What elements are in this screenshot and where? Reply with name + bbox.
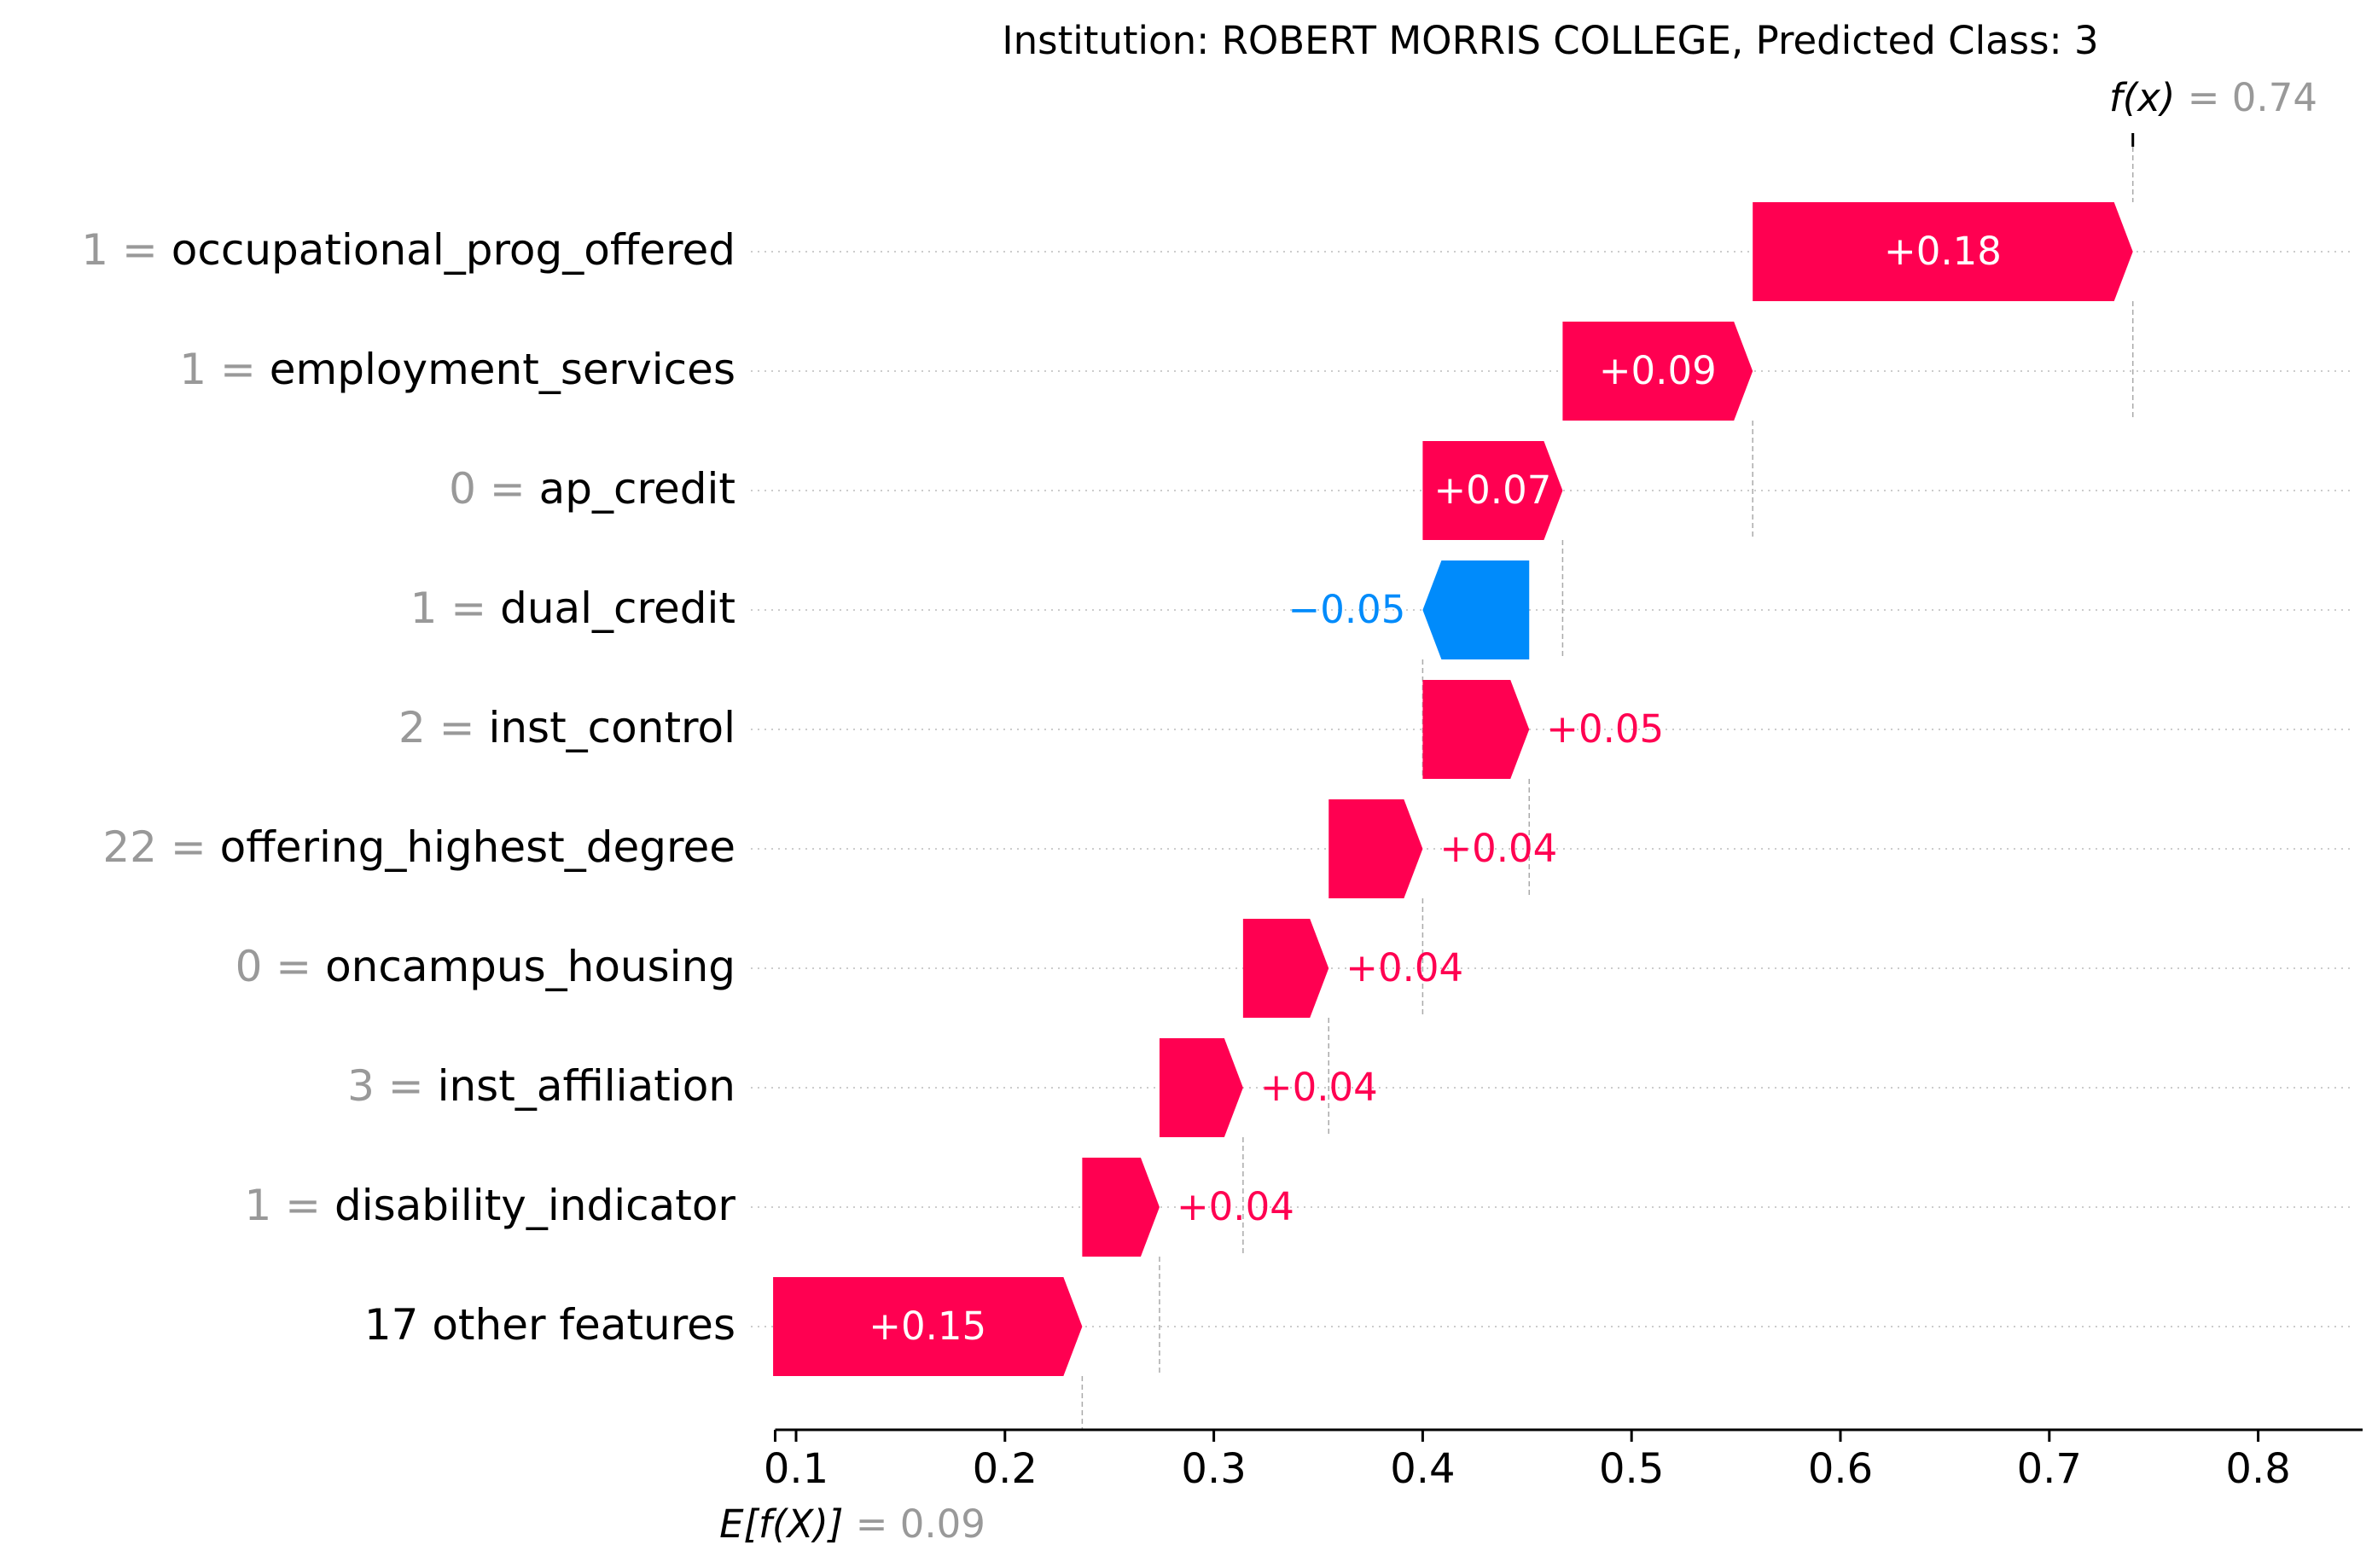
bar-value-label: +0.05 <box>1546 706 1664 752</box>
positive-bar <box>1422 441 1563 540</box>
fx-equals: = <box>2188 75 2232 120</box>
base-value: 0.09 <box>900 1501 985 1547</box>
x-tick-label: 0.4 <box>1390 1445 1455 1493</box>
base-name: E[f(X)] <box>719 1501 843 1547</box>
feature-value: 0 = <box>449 464 539 514</box>
x-tick-label: 0.8 <box>2225 1445 2290 1493</box>
bar-value-label: +0.15 <box>869 1304 986 1349</box>
fx-annotation: f(x) = 0.74 <box>2109 75 2317 147</box>
fx-label: f(x) = 0.74 <box>2109 75 2317 120</box>
feature-value: 3 = <box>347 1061 438 1111</box>
positive-bar <box>1753 202 2133 301</box>
feature-value: 1 = <box>179 345 270 394</box>
feature-value: 1 = <box>244 1181 334 1230</box>
bar-value-label: +0.04 <box>1439 826 1557 871</box>
fx-name: f(x) <box>2109 75 2176 120</box>
feature-name: inst_affiliation <box>438 1061 735 1111</box>
fx-value: 0.74 <box>2232 75 2317 120</box>
x-tick-label: 0.1 <box>764 1445 828 1493</box>
feature-label: 0 = ap_credit <box>449 464 735 514</box>
x-tick-label: 0.6 <box>1808 1445 1873 1493</box>
bar-labels: +0.18 +0.09 +0.07 −0.05 +0.05 +0.04 +0.04 +0.04… <box>869 229 2002 1349</box>
feature-label: 17 other features <box>364 1300 735 1350</box>
connector-lines <box>1081 147 2134 1430</box>
positive-bar <box>1242 919 1329 1018</box>
x-tick-label: 0.3 <box>1181 1445 1246 1493</box>
feature-value: 0 = <box>235 942 326 991</box>
feature-label: 2 = inst_control <box>398 703 735 752</box>
feature-label: 1 = occupational_prog_offered <box>81 225 735 275</box>
base-annotation: E[f(X)] = 0.09 <box>719 1430 985 1547</box>
negative-bar <box>1422 560 1530 659</box>
feature-name: employment_services <box>270 345 735 394</box>
positive-bar <box>773 1277 1083 1376</box>
feature-name: oncampus_housing <box>325 942 735 991</box>
feature-name: occupational_prog_offered <box>172 225 735 275</box>
x-axis: 0.1 0.2 0.3 0.4 0.5 0.6 0.7 0.8 <box>764 1428 2363 1493</box>
positive-bar <box>1562 322 1753 421</box>
bar-value-label: +0.07 <box>1433 467 1551 513</box>
x-tick-label: 0.5 <box>1599 1445 1664 1493</box>
bar-value-label: +0.09 <box>1599 348 1717 393</box>
feature-label: 3 = inst_affiliation <box>347 1061 735 1111</box>
x-tick-label: 0.7 <box>2017 1445 2082 1493</box>
base-equals: = <box>856 1501 900 1547</box>
feature-label: 1 = employment_services <box>179 345 735 394</box>
feature-value: 1 = <box>81 225 172 275</box>
feature-value: 22 = <box>102 822 219 872</box>
feature-value: 1 = <box>410 584 501 633</box>
positive-bar <box>1082 1158 1160 1257</box>
feature-label: 1 = disability_indicator <box>244 1181 735 1230</box>
feature-name: inst_control <box>488 703 735 752</box>
feature-label: 0 = oncampus_housing <box>235 942 735 991</box>
feature-name: 17 other features <box>364 1300 735 1350</box>
bar-value-label: +0.04 <box>1346 945 1463 990</box>
row-gridlines <box>751 251 2355 1327</box>
feature-value: 2 = <box>398 703 489 752</box>
bar-value-label: −0.05 <box>1288 587 1405 632</box>
feature-name: ap_credit <box>539 464 735 514</box>
feature-name: disability_indicator <box>334 1181 735 1230</box>
x-tick-label: 0.2 <box>973 1445 1038 1493</box>
positive-bar <box>1159 1038 1243 1137</box>
positive-bar <box>1422 680 1530 779</box>
chart-title: Institution: ROBERT MORRIS COLLEGE, Pred… <box>1002 18 2098 63</box>
feature-name: dual_credit <box>500 584 735 633</box>
positive-bar <box>1328 799 1423 898</box>
x-axis-ticks: 0.1 0.2 0.3 0.4 0.5 0.6 0.7 0.8 <box>764 1430 2291 1493</box>
bar-value-label: +0.04 <box>1260 1065 1378 1110</box>
feature-label: 22 = offering_highest_degree <box>102 822 735 872</box>
feature-name: offering_highest_degree <box>220 822 735 872</box>
base-label: E[f(X)] = 0.09 <box>719 1501 985 1547</box>
feature-label: 1 = dual_credit <box>410 584 735 633</box>
bars <box>773 202 2133 1376</box>
bar-value-label: +0.04 <box>1177 1184 1294 1229</box>
bar-value-label: +0.18 <box>1884 229 2002 274</box>
